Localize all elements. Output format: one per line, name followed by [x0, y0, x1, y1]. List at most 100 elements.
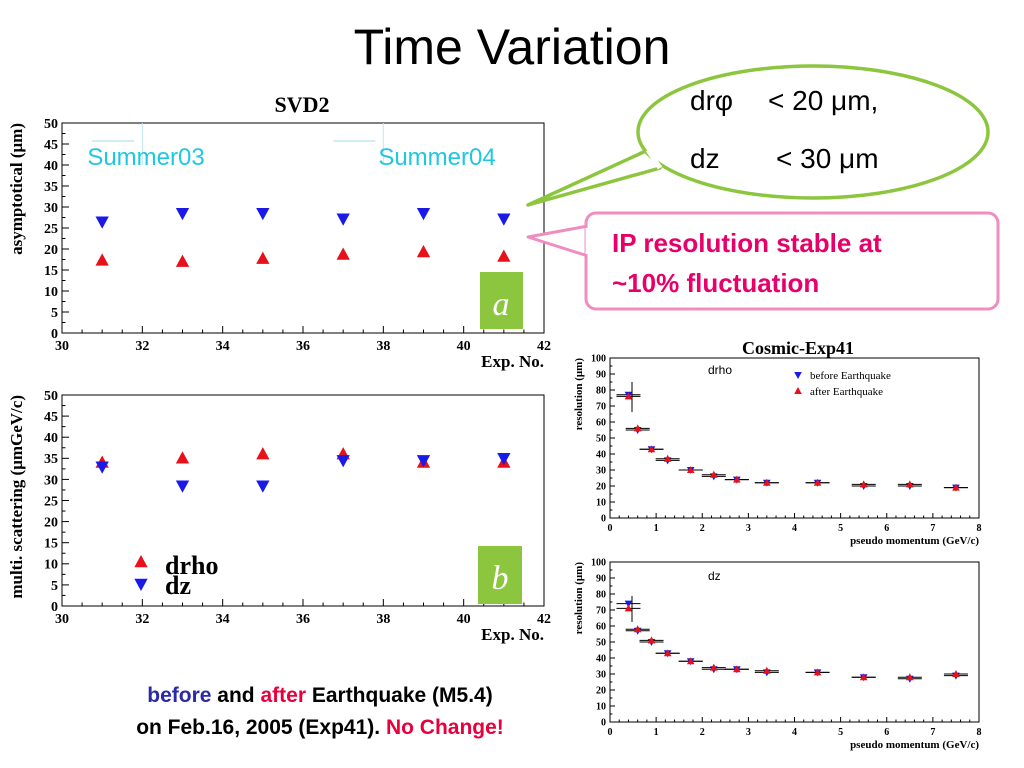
x-tick-label: 36 [296, 339, 310, 354]
panel-label-a: a [493, 286, 510, 323]
data-point-up [952, 670, 960, 677]
season-label: Summer03 [87, 144, 204, 171]
slide-title: Time Variation [353, 19, 671, 75]
data-point-down [624, 600, 633, 608]
y-tick-label: 50 [596, 638, 606, 649]
footer-note: before and after Earthquake (M5.4) on Fe… [60, 680, 580, 744]
y-tick-label: 40 [596, 654, 606, 665]
data-point-up [906, 673, 914, 681]
data-point-down [416, 455, 431, 468]
y-tick-label: 60 [596, 622, 606, 633]
data-point-up [952, 483, 960, 491]
y-axis-label: asymptotical (μm) [7, 123, 26, 255]
panel-label-box [480, 272, 523, 329]
x-tick-label: 7 [930, 727, 935, 738]
y-axis-label: resolution (μm) [573, 358, 585, 431]
y-tick-label: 35 [44, 452, 58, 467]
x-tick-label: 6 [884, 523, 889, 534]
data-point-up [624, 392, 633, 400]
x-tick-label: 36 [296, 612, 310, 627]
bubble-drphi-label: drφ [690, 85, 733, 116]
x-tick-label: 0 [608, 727, 613, 738]
data-point-down [336, 213, 350, 226]
chart-a-title: SVD2 [274, 92, 329, 117]
x-tick-label: 42 [537, 339, 551, 354]
data-point-up [686, 466, 695, 473]
y-tick-label: 30 [44, 201, 58, 216]
data-point-down [497, 453, 511, 466]
y-tick-label: 40 [44, 159, 58, 174]
y-tick-label: 70 [596, 606, 606, 617]
data-point-up [256, 447, 270, 460]
data-point-up [416, 244, 431, 258]
y-tick-label: 0 [51, 327, 58, 342]
y-tick-label: 5 [51, 306, 58, 321]
y-tick-label: 0 [601, 514, 606, 525]
y-tick-label: 80 [596, 386, 606, 397]
x-tick-label: 34 [216, 612, 230, 627]
y-tick-label: 45 [44, 138, 58, 153]
data-point-up [175, 254, 190, 267]
data-point-up [497, 249, 511, 262]
x-tick-label: 8 [977, 523, 982, 534]
y-tick-label: 25 [44, 222, 58, 237]
data-point-up [763, 666, 771, 674]
data-point-up [906, 480, 914, 488]
y-tick-label: 70 [596, 402, 606, 413]
x-tick-label: 40 [457, 612, 471, 627]
y-tick-label: 80 [596, 590, 606, 601]
y-tick-label: 20 [44, 243, 58, 258]
x-axis-label: pseudo momentum (GeV/c) [850, 739, 979, 751]
footer-before: before [147, 684, 212, 707]
data-point-up [633, 625, 642, 633]
data-point-down [175, 208, 190, 221]
x-axis-label: pseudo momentum (GeV/c) [850, 535, 979, 547]
y-tick-label: 100 [591, 558, 606, 569]
x-tick-label: 3 [746, 523, 751, 534]
resolution-bubble: drφ < 20 μm, dz < 30 μm [526, 64, 990, 207]
x-tick-label: 0 [608, 523, 613, 534]
x-axis-label: Exp. No. [481, 625, 544, 644]
bubble-dz-label: dz [690, 143, 720, 174]
legend-dz-marker [134, 578, 148, 591]
data-point-up [813, 478, 822, 486]
legend-drho-label: drho [165, 551, 218, 580]
y-tick-label: 50 [44, 117, 58, 132]
ip-callout-line1: IP resolution stable at [612, 228, 882, 258]
y-tick-label: 50 [44, 389, 58, 404]
x-tick-label: 2 [700, 523, 705, 534]
legend-after-marker [794, 387, 802, 394]
inner-label-dz: dz [708, 569, 721, 583]
data-point-up [633, 424, 642, 432]
data-point-up [663, 454, 672, 462]
season-label: Summer04 [378, 144, 495, 171]
data-point-up [686, 657, 695, 665]
y-tick-label: 50 [596, 434, 606, 445]
data-point-up [175, 451, 190, 464]
y-tick-label: 30 [596, 670, 606, 681]
data-point-up [647, 445, 656, 453]
data-point-up [663, 649, 672, 657]
data-point-up [709, 663, 718, 671]
data-point-down [336, 455, 350, 468]
footer-line-2: on Feb.16, 2005 (Exp41). No Change! [60, 712, 580, 744]
x-tick-label: 5 [838, 523, 843, 534]
data-point-up [733, 665, 741, 673]
y-tick-label: 15 [44, 264, 58, 279]
x-tick-label: 2 [700, 727, 705, 738]
y-tick-label: 15 [44, 537, 58, 552]
y-tick-label: 20 [596, 482, 606, 493]
y-tick-label: 10 [596, 702, 606, 713]
y-tick-label: 45 [44, 410, 58, 425]
x-tick-label: 40 [457, 339, 471, 354]
footer-line-1: before and after Earthquake (M5.4) [60, 680, 580, 712]
y-axis-label: resolution (μm) [573, 562, 585, 635]
legend-drho-marker [134, 555, 148, 568]
x-tick-label: 38 [376, 339, 390, 354]
callouts: drφ < 20 μm, dz < 30 μm IP resolution st… [526, 64, 1000, 311]
panel-label-box [478, 546, 522, 604]
data-point-up [95, 253, 109, 266]
data-point-down [256, 208, 270, 221]
